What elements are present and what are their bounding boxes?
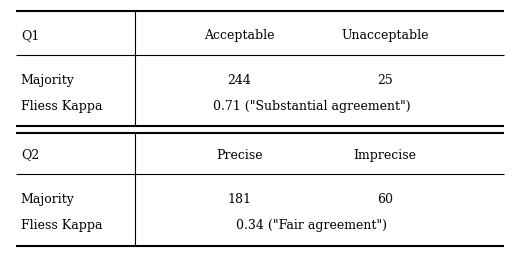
Text: Fliess Kappa: Fliess Kappa: [21, 219, 102, 232]
Text: 60: 60: [377, 193, 393, 206]
Text: 244: 244: [227, 73, 251, 87]
Text: Majority: Majority: [21, 193, 75, 206]
Text: 0.34 ("Fair agreement"): 0.34 ("Fair agreement"): [237, 219, 387, 232]
Text: 0.71 ("Substantial agreement"): 0.71 ("Substantial agreement"): [213, 100, 411, 113]
Text: Majority: Majority: [21, 73, 75, 87]
Text: Q1: Q1: [21, 29, 39, 43]
Text: Imprecise: Imprecise: [353, 148, 417, 162]
Text: Fliess Kappa: Fliess Kappa: [21, 100, 102, 113]
Text: Q2: Q2: [21, 148, 39, 162]
Text: Precise: Precise: [216, 148, 263, 162]
Text: Acceptable: Acceptable: [204, 29, 275, 43]
Text: Unacceptable: Unacceptable: [341, 29, 428, 43]
Text: 25: 25: [377, 73, 393, 87]
Text: 181: 181: [227, 193, 251, 206]
